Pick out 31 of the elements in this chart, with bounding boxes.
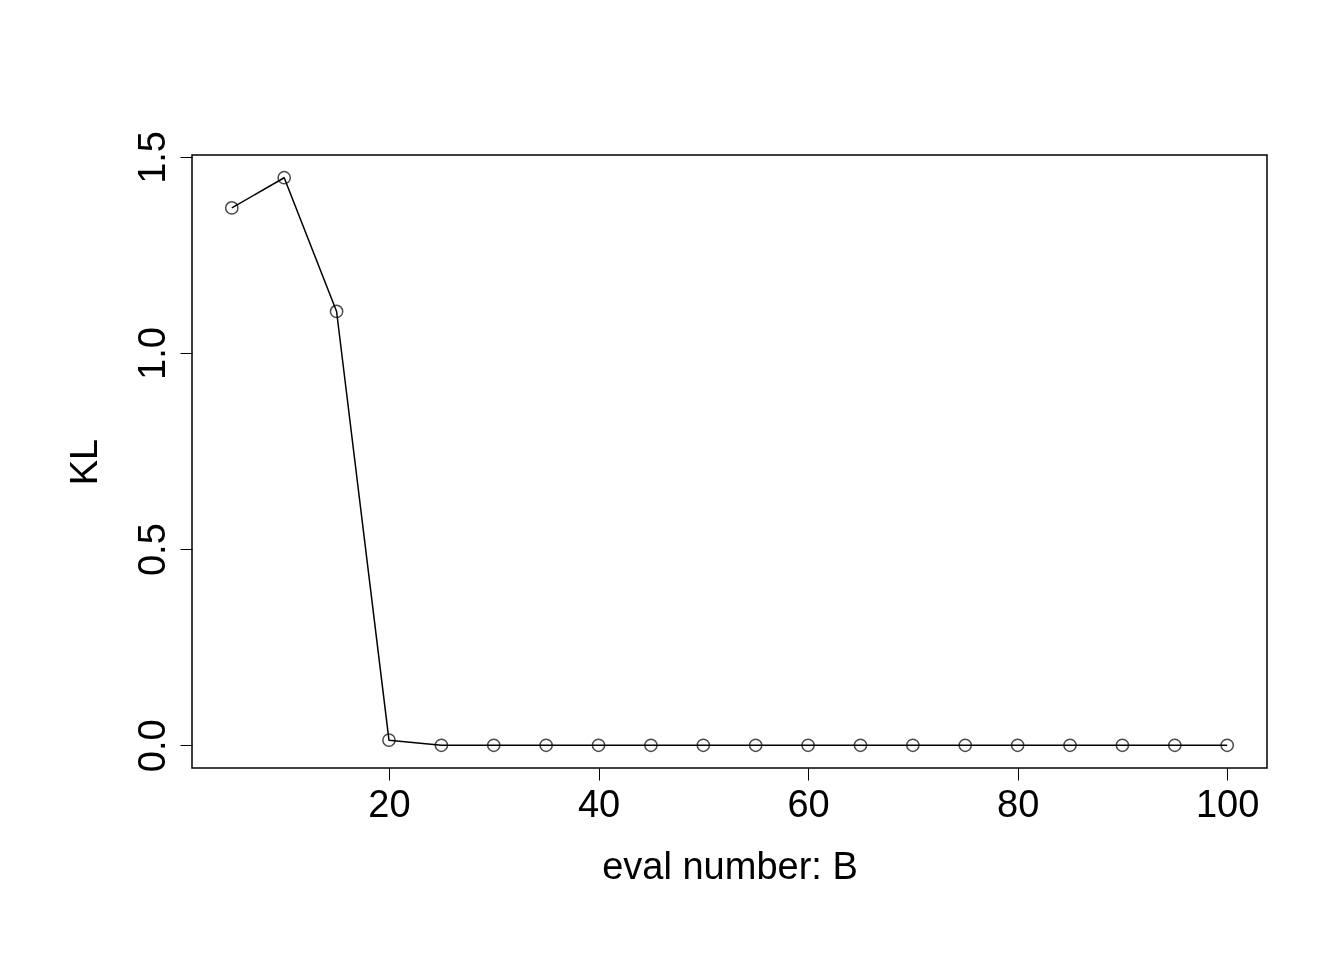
point [486, 738, 501, 753]
point [539, 738, 554, 753]
point [591, 738, 606, 753]
point [801, 738, 815, 753]
point [224, 201, 239, 215]
point [382, 733, 396, 748]
y-tick-label: 1.0 [130, 327, 173, 380]
point [1063, 738, 1077, 753]
point [853, 738, 868, 753]
y-tick-label: 0.0 [130, 719, 173, 773]
y-tick-label: 0.5 [130, 523, 173, 577]
point [958, 738, 973, 753]
point [644, 738, 658, 753]
point [1010, 738, 1025, 753]
x-tick-label: 60 [787, 782, 830, 825]
point [748, 738, 763, 753]
x-tick-label: 40 [577, 782, 621, 825]
point [277, 170, 292, 185]
point [1167, 738, 1182, 753]
point [329, 304, 344, 319]
point [434, 738, 449, 753]
point [696, 738, 711, 753]
point [1220, 738, 1235, 753]
point [905, 738, 920, 753]
x-tick-label: 20 [368, 782, 411, 825]
y-axis-title: KL [62, 438, 105, 486]
y-tick-label: 1.5 [130, 131, 173, 184]
point [1115, 738, 1130, 753]
x-axis-title: eval number: B [602, 844, 858, 887]
x-tick-label: 80 [996, 782, 1040, 825]
x-tick-label: 100 [1195, 782, 1260, 825]
